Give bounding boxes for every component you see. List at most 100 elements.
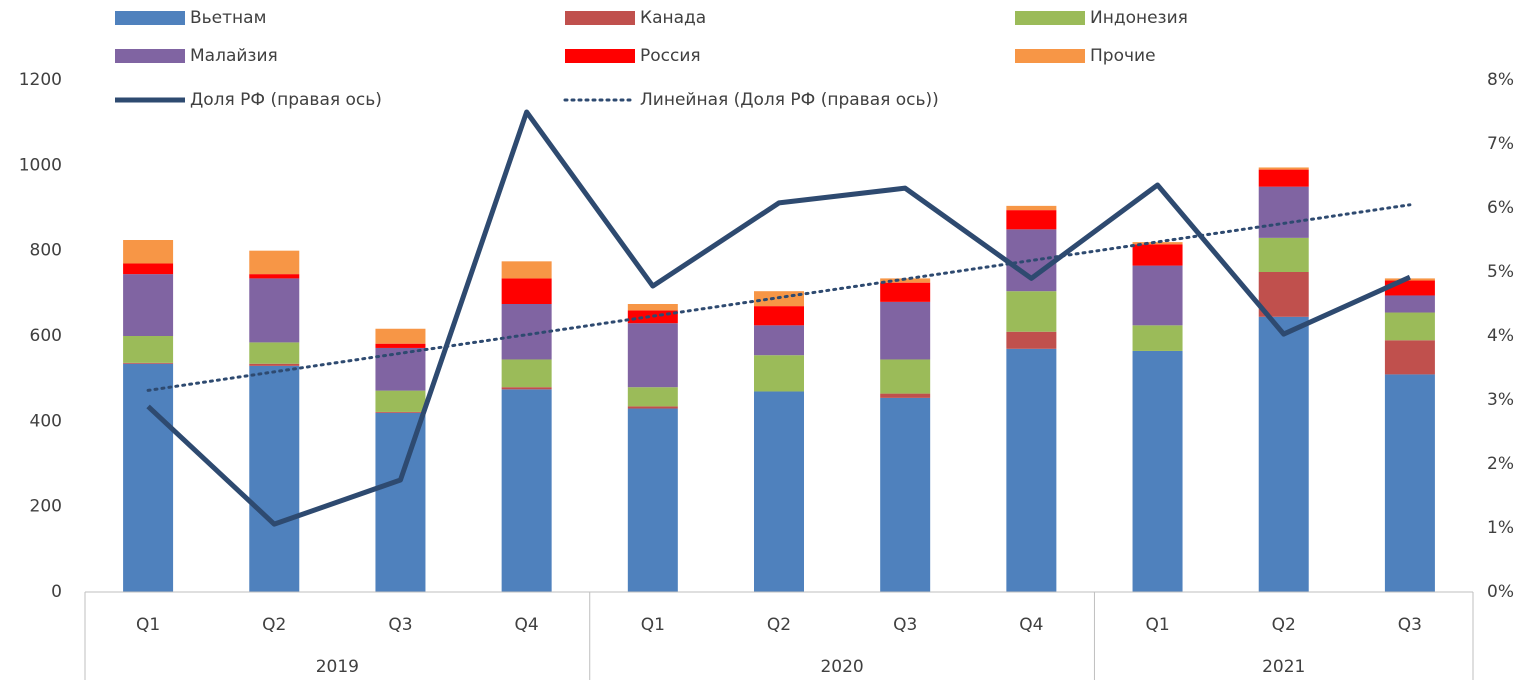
bar-segment bbox=[1132, 265, 1183, 326]
bar-segment bbox=[375, 328, 426, 344]
bar-segment bbox=[1258, 316, 1309, 592]
bar-segment bbox=[249, 365, 300, 592]
group-label: 2020 bbox=[820, 657, 863, 677]
bar-segment bbox=[501, 359, 552, 388]
y2-tick-label: 4% bbox=[1487, 326, 1514, 346]
y2-tick-label: 2% bbox=[1487, 454, 1514, 474]
bar-segment bbox=[1258, 272, 1309, 317]
legend-label: Прочие bbox=[1090, 46, 1156, 66]
bar-segment bbox=[880, 393, 931, 398]
bar-segment bbox=[1132, 350, 1183, 592]
bar-segment bbox=[501, 261, 552, 279]
legend-swatch bbox=[115, 49, 185, 63]
bar-segment bbox=[627, 387, 678, 407]
bar-segment bbox=[249, 363, 300, 366]
legend-swatch bbox=[565, 11, 635, 25]
bar-segment bbox=[754, 325, 804, 356]
x-tick-label: Q4 bbox=[515, 615, 539, 635]
y-tick-label: 600 bbox=[30, 326, 62, 346]
y2-tick-label: 5% bbox=[1487, 262, 1514, 282]
legend-label: Линейная (Доля РФ (правая ось)) bbox=[640, 90, 939, 110]
bar-segment bbox=[1258, 186, 1309, 238]
group-label: 2019 bbox=[316, 657, 359, 677]
bar-segment bbox=[123, 362, 174, 364]
line-series bbox=[146, 203, 1412, 392]
x-tick-label: Q1 bbox=[1145, 615, 1169, 635]
bar-segment bbox=[880, 359, 931, 394]
bar-segment bbox=[1384, 295, 1435, 313]
x-tick-label: Q3 bbox=[1398, 615, 1422, 635]
bar-segment bbox=[754, 355, 804, 392]
bar-segment bbox=[627, 304, 678, 311]
group-label: 2021 bbox=[1262, 657, 1305, 677]
bar-segment bbox=[627, 408, 678, 592]
bar-segment bbox=[501, 387, 552, 390]
bar-segment bbox=[501, 389, 552, 592]
y2-tick-label: 8% bbox=[1487, 70, 1514, 90]
y-tick-label: 0 bbox=[51, 582, 62, 602]
y-tick-label: 1000 bbox=[19, 155, 62, 175]
bar-segment bbox=[375, 390, 426, 412]
x-tick-label: Q2 bbox=[262, 615, 286, 635]
bar-segment bbox=[123, 263, 174, 275]
bar-segment bbox=[754, 306, 804, 326]
bar-segment bbox=[123, 240, 174, 264]
bar-segment bbox=[627, 323, 678, 388]
bar-segment bbox=[123, 363, 174, 592]
bar-segment bbox=[123, 274, 174, 336]
bar-segment bbox=[1384, 312, 1435, 341]
bar-segment bbox=[1006, 291, 1057, 332]
legend-swatch bbox=[565, 49, 635, 63]
x-tick-label: Q2 bbox=[1272, 615, 1296, 635]
y-tick-label: 1200 bbox=[19, 70, 62, 90]
legend-label: Россия bbox=[640, 46, 701, 66]
x-tick-label: Q2 bbox=[767, 615, 791, 635]
y2-tick-label: 7% bbox=[1487, 134, 1514, 154]
bar-segment bbox=[1132, 244, 1183, 266]
legend-label: Доля РФ (правая ось) bbox=[190, 90, 382, 110]
bar-segment bbox=[880, 397, 931, 592]
legend-label: Вьетнам bbox=[190, 8, 266, 28]
x-tick-label: Q4 bbox=[1019, 615, 1043, 635]
bar-segment bbox=[501, 278, 552, 304]
bar-segment bbox=[1258, 167, 1309, 170]
bar-segment bbox=[249, 278, 300, 343]
legend-swatch bbox=[1015, 49, 1085, 63]
bar-segment bbox=[1258, 237, 1309, 272]
bar-segment bbox=[375, 411, 426, 413]
legend-swatch bbox=[1015, 11, 1085, 25]
bar-segment bbox=[123, 336, 174, 363]
bar-segment bbox=[627, 406, 678, 409]
legend-label: Малайзия bbox=[190, 46, 278, 66]
bar-segment bbox=[1384, 374, 1435, 592]
bar-segment bbox=[880, 301, 931, 360]
bar-segment bbox=[1006, 348, 1057, 592]
x-tick-label: Q3 bbox=[893, 615, 917, 635]
bar-segment bbox=[1384, 340, 1435, 375]
legend-label: Канада bbox=[640, 8, 706, 28]
bar-segment bbox=[375, 343, 426, 348]
y-tick-label: 800 bbox=[30, 241, 62, 261]
bar-segment bbox=[880, 282, 931, 302]
y2-tick-label: 1% bbox=[1487, 518, 1514, 538]
bar-segment bbox=[1006, 331, 1057, 349]
bar-segment bbox=[1006, 205, 1057, 211]
bar-segment bbox=[754, 391, 804, 592]
x-tick-label: Q1 bbox=[136, 615, 160, 635]
bar-segment bbox=[1258, 169, 1309, 187]
y2-tick-label: 6% bbox=[1487, 198, 1514, 218]
y2-tick-label: 3% bbox=[1487, 390, 1514, 410]
bar-segment bbox=[375, 412, 426, 592]
bar-segment bbox=[249, 274, 300, 279]
legend-label: Индонезия bbox=[1090, 8, 1188, 28]
bar-segment bbox=[1132, 325, 1183, 351]
y-tick-label: 400 bbox=[30, 411, 62, 431]
y2-tick-label: 0% bbox=[1487, 582, 1514, 602]
bar-segment bbox=[1006, 210, 1057, 230]
legend-swatch bbox=[115, 11, 185, 25]
bar-segment bbox=[1006, 229, 1057, 292]
x-tick-label: Q3 bbox=[388, 615, 412, 635]
y-tick-label: 200 bbox=[30, 497, 62, 517]
bar-segment bbox=[249, 342, 300, 364]
bar-segment bbox=[249, 250, 300, 275]
